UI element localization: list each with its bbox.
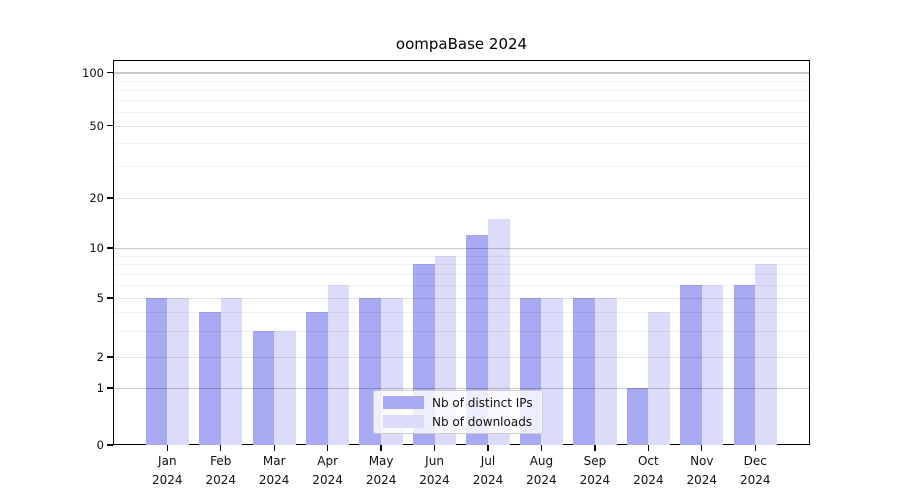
bar-ips-8	[573, 298, 595, 445]
bar-downloads-6	[488, 218, 510, 445]
bar-ips-9	[626, 388, 649, 445]
legend-swatch-downloads	[383, 415, 424, 428]
bar-downloads-11	[755, 264, 777, 445]
x-tick	[594, 445, 596, 451]
y-tick-label: 50	[89, 118, 104, 133]
bar-ips-10	[680, 284, 702, 445]
x-tick	[647, 445, 649, 451]
x-tick-label: Jun 2024	[419, 454, 450, 487]
plot-area: Nb of distinct IPs Nb of downloads	[113, 60, 810, 445]
legend-label: Nb of distinct IPs	[432, 395, 533, 410]
major-gridline	[113, 72, 810, 74]
y-tick	[107, 124, 113, 127]
bar-downloads-0	[167, 298, 189, 445]
bar-ips-1	[199, 312, 221, 445]
bar-ips-3	[305, 312, 328, 445]
minor-gridline	[113, 143, 810, 145]
x-tick-label: Jan 2024	[152, 454, 183, 487]
y-tick-label: 1	[96, 381, 104, 395]
x-tick	[540, 445, 543, 451]
bar-ips-0	[145, 298, 168, 445]
y-tick-label: 10	[89, 241, 104, 255]
x-tick-label: May 2024	[365, 454, 397, 487]
bar-downloads-7	[541, 298, 564, 445]
bar-ips-11	[733, 284, 756, 445]
x-tick-label: Feb 2024	[205, 454, 237, 487]
y-tick	[107, 71, 113, 74]
x-tick	[220, 445, 222, 451]
y-tick	[107, 444, 113, 446]
y-tick-label: 20	[89, 191, 104, 205]
y-tick	[107, 387, 113, 389]
major-gridline	[113, 125, 810, 127]
x-tick-label: Sep 2024	[579, 454, 611, 487]
minor-gridline	[113, 264, 810, 266]
minor-gridline	[113, 273, 810, 275]
legend-label: Nb of downloads	[432, 414, 533, 429]
bar-downloads-2	[274, 330, 296, 445]
bar-downloads-8	[594, 298, 617, 445]
minor-gridline	[113, 255, 810, 257]
x-tick-label: Aug 2024	[526, 454, 557, 487]
x-tick-label: Dec 2024	[739, 454, 771, 487]
y-tick	[107, 197, 113, 199]
bar-ips-2	[252, 330, 275, 445]
y-tick-label: 100	[82, 65, 104, 80]
x-tick	[166, 445, 168, 451]
x-tick-label: Nov 2024	[686, 454, 718, 487]
minor-gridline	[113, 111, 810, 113]
x-tick	[327, 445, 329, 451]
minor-gridline	[113, 80, 810, 82]
bar-downloads-1	[220, 298, 243, 445]
x-tick-label: Apr 2024	[312, 454, 343, 487]
x-tick	[273, 445, 275, 451]
bar-downloads-3	[327, 284, 350, 445]
major-gridline	[113, 247, 810, 250]
x-tick	[701, 445, 703, 451]
x-tick-label: Mar 2024	[258, 454, 290, 487]
chart-title: oompaBase 2024	[395, 35, 528, 53]
legend-item-distinct-ips: Nb of distinct IPs	[383, 396, 542, 410]
x-tick-label: Oct 2024	[633, 454, 664, 487]
legend-item-downloads: Nb of downloads	[383, 415, 542, 429]
bar-downloads-10	[701, 284, 724, 445]
minor-gridline	[113, 89, 810, 91]
y-tick	[107, 297, 113, 299]
major-gridline	[113, 198, 810, 199]
legend: Nb of distinct IPs Nb of downloads	[373, 390, 543, 434]
x-tick	[754, 445, 756, 451]
x-tick	[433, 445, 436, 451]
minor-gridline	[113, 99, 810, 101]
x-tick-label: Jul 2024	[472, 454, 504, 487]
x-tick	[380, 445, 382, 451]
y-tick	[107, 356, 113, 358]
minor-gridline	[113, 165, 810, 167]
y-tick-label: 5	[96, 291, 104, 305]
x-tick	[487, 445, 489, 451]
y-tick-label: 2	[96, 350, 104, 364]
bar-downloads-9	[648, 312, 671, 445]
legend-swatch-distinct-ips	[383, 396, 424, 409]
y-tick	[107, 247, 113, 249]
y-tick-label: 0	[96, 438, 104, 452]
